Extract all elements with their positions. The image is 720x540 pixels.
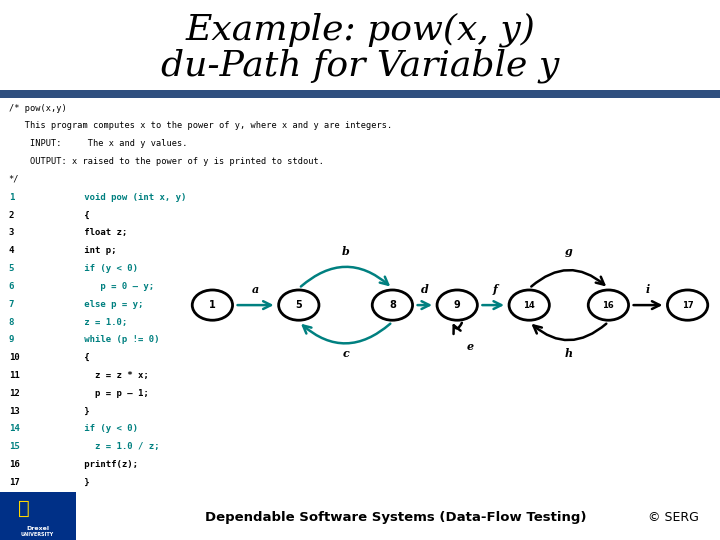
Text: /* pow(x,y): /* pow(x,y): [9, 104, 66, 113]
Text: © SERG: © SERG: [647, 511, 698, 524]
Circle shape: [437, 290, 477, 320]
Text: p = p – 1;: p = p – 1;: [52, 389, 148, 398]
Circle shape: [279, 290, 319, 320]
Text: 16: 16: [9, 460, 19, 469]
Text: p = 0 – y;: p = 0 – y;: [52, 282, 154, 291]
Text: 4: 4: [9, 246, 14, 255]
Text: if (y < 0): if (y < 0): [52, 424, 138, 434]
Text: f: f: [493, 285, 498, 295]
Text: z = 1.0;: z = 1.0;: [52, 318, 127, 327]
Text: 10: 10: [9, 353, 19, 362]
Circle shape: [588, 290, 629, 320]
Text: void pow (int x, y): void pow (int x, y): [52, 193, 186, 202]
Circle shape: [192, 290, 233, 320]
Text: 12: 12: [9, 389, 19, 398]
Text: 3: 3: [9, 228, 14, 238]
Text: This program computes x to the power of y, where x and y are integers.: This program computes x to the power of …: [9, 122, 392, 131]
Text: 5: 5: [9, 264, 14, 273]
Text: du-Path for Variable y: du-Path for Variable y: [161, 49, 559, 83]
Circle shape: [509, 290, 549, 320]
Text: 1: 1: [209, 300, 216, 310]
Text: i: i: [646, 285, 650, 295]
Text: h: h: [564, 348, 573, 359]
Circle shape: [372, 290, 413, 320]
Bar: [0, 90, 720, 98]
Text: 5: 5: [295, 300, 302, 310]
Text: 9: 9: [9, 335, 14, 345]
Text: }: }: [52, 407, 89, 416]
Text: 16: 16: [603, 301, 614, 309]
Text: z = 1.0 / z;: z = 1.0 / z;: [52, 442, 159, 451]
Text: 8: 8: [9, 318, 14, 327]
Text: d: d: [421, 285, 428, 295]
Text: z = z * x;: z = z * x;: [52, 371, 148, 380]
Text: 17: 17: [682, 301, 693, 309]
Text: 14: 14: [523, 301, 535, 309]
Bar: [0, 492, 76, 540]
Text: }: }: [52, 478, 89, 487]
Text: */: */: [9, 175, 19, 184]
Text: float z;: float z;: [52, 228, 127, 238]
Text: Dependable Software Systems (Data-Flow Testing): Dependable Software Systems (Data-Flow T…: [205, 511, 587, 524]
Text: 14: 14: [9, 424, 19, 434]
Text: while (p != 0): while (p != 0): [52, 335, 159, 345]
Text: printf(z);: printf(z);: [52, 460, 138, 469]
Circle shape: [667, 290, 708, 320]
Text: b: b: [342, 246, 349, 256]
Text: int p;: int p;: [52, 246, 117, 255]
Text: INPUT:     The x and y values.: INPUT: The x and y values.: [9, 139, 187, 148]
Text: OUTPUT: x raised to the power of y is printed to stdout.: OUTPUT: x raised to the power of y is pr…: [9, 157, 324, 166]
Text: 11: 11: [9, 371, 19, 380]
Text: 2: 2: [9, 211, 14, 220]
Text: 1: 1: [9, 193, 14, 202]
Text: {: {: [52, 211, 89, 220]
Text: e: e: [467, 341, 474, 352]
Text: 7: 7: [9, 300, 14, 309]
Text: a: a: [252, 285, 259, 295]
Text: 6: 6: [9, 282, 14, 291]
Text: 9: 9: [454, 300, 461, 310]
Text: {: {: [52, 353, 89, 362]
Text: Example: pow(x, y): Example: pow(x, y): [185, 12, 535, 47]
Text: g: g: [565, 246, 572, 256]
Text: UNIVERSITY: UNIVERSITY: [21, 532, 54, 537]
Text: c: c: [342, 348, 349, 359]
Text: 17: 17: [9, 478, 19, 487]
Text: Drexel: Drexel: [26, 525, 49, 531]
Text: 🐉: 🐉: [18, 499, 30, 518]
Text: if (y < 0): if (y < 0): [52, 264, 138, 273]
Text: else p = y;: else p = y;: [52, 300, 143, 309]
Text: 13: 13: [9, 407, 19, 416]
Text: 8: 8: [389, 300, 396, 310]
Text: 15: 15: [9, 442, 19, 451]
